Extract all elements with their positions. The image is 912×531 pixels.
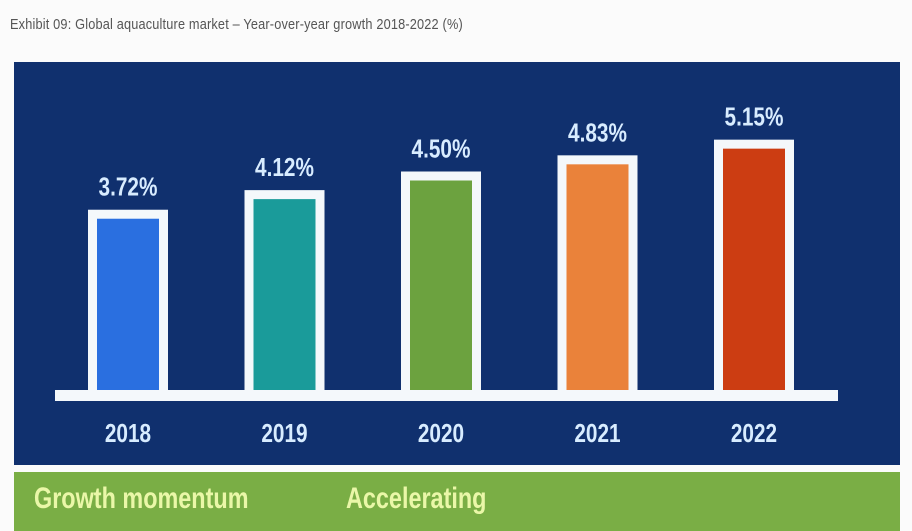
bar-2019 xyxy=(253,199,316,396)
data-label: 4.83% xyxy=(568,118,627,147)
x-tick-label: 2021 xyxy=(574,419,620,448)
data-label: 3.72% xyxy=(99,173,158,202)
data-label: 4.12% xyxy=(255,153,314,182)
x-tick-label: 2018 xyxy=(105,419,151,448)
x-tick-label: 2019 xyxy=(261,419,307,448)
x-tick-label: 2020 xyxy=(418,419,464,448)
baseline xyxy=(55,390,838,401)
bar-2020 xyxy=(410,180,472,396)
data-label: 4.50% xyxy=(412,134,471,163)
footer-value: Accelerating xyxy=(346,482,487,515)
x-tick-label: 2022 xyxy=(731,419,777,448)
bar-2018 xyxy=(97,218,159,396)
data-label: 5.15% xyxy=(725,102,784,131)
footer-label: Growth momentum xyxy=(34,482,249,515)
chart-title: Exhibit 09: Global aquaculture market – … xyxy=(10,16,463,33)
footer-strip: Growth momentum Accelerating xyxy=(14,472,900,531)
bar-2022 xyxy=(723,148,785,396)
bar-2021 xyxy=(566,164,629,396)
